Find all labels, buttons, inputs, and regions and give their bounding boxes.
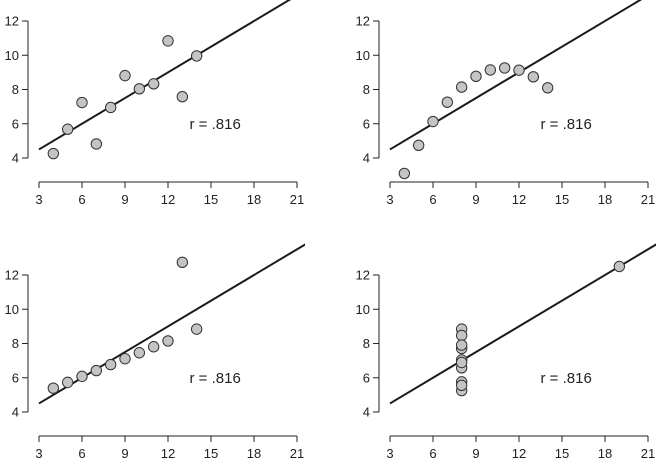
data-point <box>541 82 554 94</box>
data-point <box>76 96 88 109</box>
data-point <box>47 382 60 394</box>
x-tick-label: 15 <box>204 192 218 207</box>
y-tick-label: 12 <box>5 14 19 29</box>
data-point <box>613 260 626 273</box>
y-tick-label: 4 <box>12 151 19 166</box>
correlation-label: r = .816 <box>541 116 592 133</box>
y-tick-label: 6 <box>12 116 19 131</box>
x-tick-label: 12 <box>512 192 526 207</box>
x-tick-label: 6 <box>78 192 85 207</box>
x-tick-label: 21 <box>641 446 655 461</box>
data-point <box>133 347 146 359</box>
y-tick-label: 12 <box>5 268 19 283</box>
data-point <box>119 353 131 365</box>
y-tick-label: 6 <box>12 370 19 385</box>
y-tick-label: 10 <box>5 302 19 317</box>
data-point <box>190 50 203 62</box>
data-point <box>412 139 425 152</box>
x-tick-label: 3 <box>386 192 393 207</box>
x-tick-label: 21 <box>641 192 655 207</box>
x-tick-label: 12 <box>512 446 526 461</box>
x-tick-label: 15 <box>204 446 218 461</box>
data-point <box>133 83 146 95</box>
x-tick-label: 15 <box>555 192 569 207</box>
correlation-label: r = .816 <box>541 370 592 387</box>
data-point <box>455 339 468 351</box>
y-tick-label: 6 <box>363 116 370 131</box>
data-point <box>176 90 189 103</box>
data-point <box>162 335 174 347</box>
x-tick-label: 15 <box>555 446 569 461</box>
data-point <box>147 78 160 90</box>
x-tick-label: 18 <box>598 192 612 207</box>
x-tick-label: 3 <box>35 446 42 461</box>
panel-top-left: 4 6 8 10 12 3 6 9 12 15 18 21 r = .816 <box>5 0 304 207</box>
x-tick-label: 18 <box>247 446 261 461</box>
panel-top-right: 4 6 8 10 12 3 6 9 12 15 18 21 r = .816 <box>356 0 655 207</box>
x-tick-label: 21 <box>290 192 304 207</box>
data-point <box>455 329 468 342</box>
x-tick-label: 12 <box>161 192 175 207</box>
data-point <box>455 81 468 93</box>
x-tick-label: 6 <box>429 446 436 461</box>
y-tick-label: 10 <box>356 48 370 63</box>
panel-bottom-left: 4 6 8 10 12 3 6 9 12 15 18 21 r = .816 <box>5 243 305 461</box>
y-tick-label: 8 <box>12 82 19 97</box>
x-tick-label: 3 <box>386 446 393 461</box>
x-tick-label: 9 <box>121 446 128 461</box>
y-tick-label: 12 <box>356 268 370 283</box>
panel-bottom-right: 4 6 8 10 12 3 6 9 12 15 18 21 r = .816 <box>356 243 656 461</box>
x-tick-label: 12 <box>161 446 175 461</box>
y-tick-label: 10 <box>5 48 19 63</box>
data-point <box>484 64 497 76</box>
data-point <box>76 370 88 383</box>
y-tick-label: 10 <box>356 302 370 317</box>
y-tick-label: 8 <box>363 336 370 351</box>
regression-line <box>389 243 656 405</box>
x-tick-label: 21 <box>290 446 304 461</box>
data-point <box>176 256 189 269</box>
y-tick-label: 4 <box>12 405 19 420</box>
data-point <box>398 167 411 180</box>
y-tick-label: 8 <box>12 336 19 351</box>
x-tick-label: 18 <box>598 446 612 461</box>
x-tick-label: 9 <box>121 192 128 207</box>
x-tick-label: 6 <box>429 192 436 207</box>
y-tick-label: 6 <box>363 370 370 385</box>
data-point <box>441 96 454 108</box>
data-point <box>498 62 511 74</box>
data-point <box>162 35 174 47</box>
x-tick-label: 18 <box>247 192 261 207</box>
data-point <box>61 376 74 389</box>
regression-line <box>389 0 643 151</box>
data-point <box>147 341 160 353</box>
data-point <box>455 356 468 369</box>
x-tick-label: 9 <box>472 192 479 207</box>
y-tick-label: 4 <box>363 151 370 166</box>
data-point <box>90 138 103 150</box>
data-point <box>470 70 482 83</box>
y-tick-label: 8 <box>363 82 370 97</box>
regression-line <box>38 0 292 151</box>
correlation-label: r = .816 <box>190 116 241 133</box>
x-tick-label: 6 <box>78 446 85 461</box>
data-point <box>527 71 540 83</box>
correlation-label: r = .816 <box>190 370 241 387</box>
x-tick-label: 9 <box>472 446 479 461</box>
y-tick-label: 12 <box>356 14 370 29</box>
x-tick-label: 3 <box>35 192 42 207</box>
data-point <box>90 364 103 377</box>
data-point <box>104 101 117 114</box>
data-point <box>47 147 60 160</box>
data-point <box>119 69 131 82</box>
data-point <box>427 115 439 128</box>
data-point <box>104 358 117 371</box>
y-tick-label: 4 <box>363 405 370 420</box>
data-point <box>513 64 525 76</box>
data-point <box>61 123 74 135</box>
data-point <box>455 379 468 391</box>
data-point <box>190 323 203 335</box>
